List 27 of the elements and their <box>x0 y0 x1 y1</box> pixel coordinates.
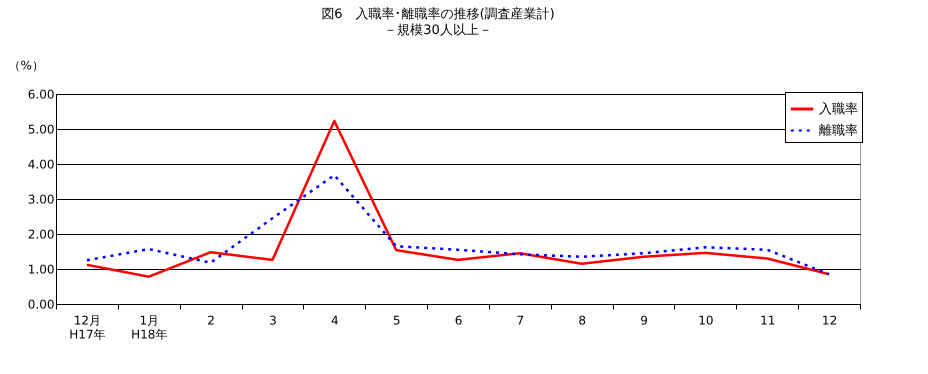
y-tick-label: 1.00 <box>28 262 54 276</box>
y-tick-label: 3.00 <box>28 192 54 206</box>
legend-label: 入職率 <box>819 101 858 117</box>
y-tick-label: 6.00 <box>28 88 54 102</box>
x-tick-label: 3 <box>269 314 277 328</box>
x-tick-label: 4 <box>330 314 339 328</box>
line-series <box>86 120 830 278</box>
x-tick-label: 12 <box>822 314 838 328</box>
x-tick-label: 12月 H17年 <box>69 314 106 342</box>
legend-label: 離職率 <box>819 122 858 138</box>
line-series <box>86 174 830 276</box>
x-tick-label: 8 <box>578 314 586 328</box>
x-tick-label: 9 <box>640 314 648 328</box>
x-tick-label: 10 <box>698 314 714 328</box>
y-tick-label: 5.00 <box>28 122 54 136</box>
y-tick-label: 0.00 <box>28 298 54 312</box>
x-tick-label: 7 <box>516 314 524 328</box>
x-tick-label: 6 <box>454 314 462 328</box>
y-tick-label: 4.00 <box>28 158 54 172</box>
y-axis-title: （%） <box>8 58 44 72</box>
x-tick-label: 11 <box>760 314 776 328</box>
chart-title: 図6 入職率･離職率の推移(調査産業計) <box>321 6 555 22</box>
x-tick-label: 2 <box>207 314 215 328</box>
chart-subtitle: －規模30人以上－ <box>384 23 492 38</box>
x-tick-label: 5 <box>392 314 400 328</box>
x-tick-label: 1月 H18年 <box>131 314 168 342</box>
y-tick-label: 2.00 <box>28 228 54 242</box>
